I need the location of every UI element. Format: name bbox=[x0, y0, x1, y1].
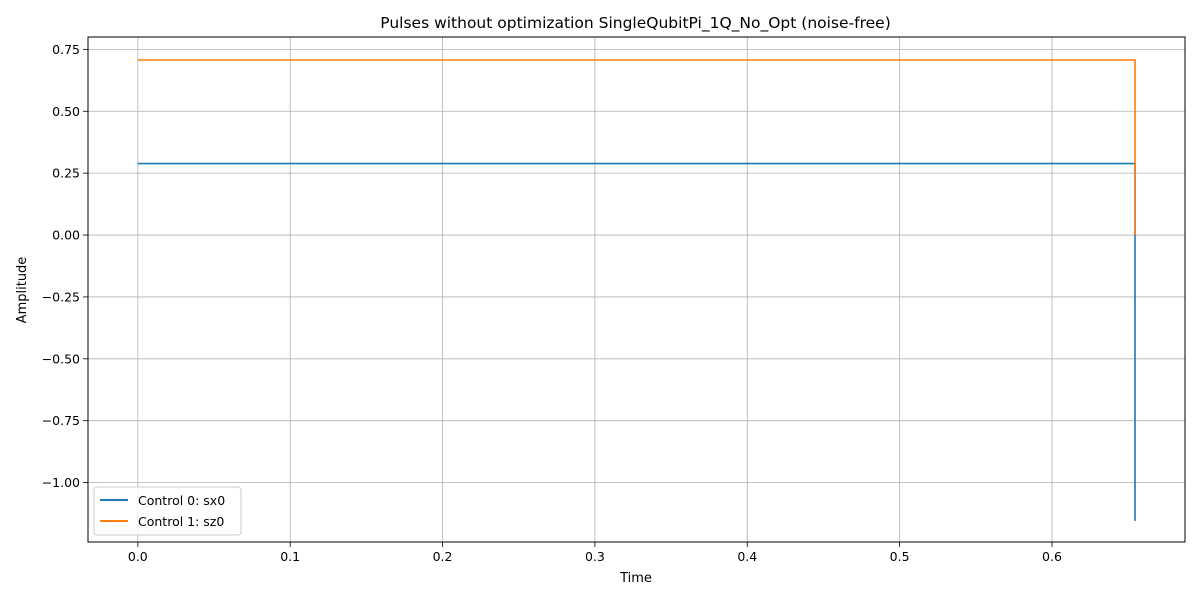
y-tick-label: −0.25 bbox=[42, 289, 80, 304]
x-tick-label: 0.3 bbox=[585, 549, 605, 564]
x-tick-label: 0.0 bbox=[128, 549, 148, 564]
x-tick-label: 0.2 bbox=[433, 549, 453, 564]
x-tick-label: 0.4 bbox=[737, 549, 757, 564]
x-axis-label: Time bbox=[619, 571, 652, 586]
y-tick-label: 0.75 bbox=[52, 42, 80, 57]
y-tick-label: 0.00 bbox=[52, 228, 80, 243]
legend-label-sx0: Control 0: sx0 bbox=[138, 493, 225, 508]
y-tick-label: 0.50 bbox=[52, 104, 80, 119]
x-tick-label: 0.6 bbox=[1042, 549, 1062, 564]
y-tick-label: −0.50 bbox=[42, 351, 80, 366]
grid bbox=[88, 37, 1185, 542]
series-line-1 bbox=[137, 59, 1136, 236]
y-tick-label: −0.75 bbox=[42, 413, 80, 428]
series-layer bbox=[137, 59, 1136, 521]
x-tick-label: 0.5 bbox=[890, 549, 910, 564]
y-tick-label: −1.00 bbox=[42, 475, 80, 490]
y-tick-label: 0.25 bbox=[52, 166, 80, 181]
y-axis-label: Amplitude bbox=[15, 257, 30, 324]
ticks: 0.0 0.1 0.2 0.3 0.4 0.5 0.6 0.75 0.50 0.25 0.00 −0.… bbox=[42, 42, 1062, 564]
legend: Control 0: sx0 Control 1: sz0 bbox=[93, 486, 242, 536]
chart-title: Pulses without optimization SingleQubitP… bbox=[380, 14, 891, 33]
x-tick-label: 0.1 bbox=[280, 549, 300, 564]
legend-label-sz0: Control 1: sz0 bbox=[138, 514, 224, 529]
legend-box bbox=[93, 486, 242, 536]
plot-frame bbox=[87, 36, 1186, 543]
